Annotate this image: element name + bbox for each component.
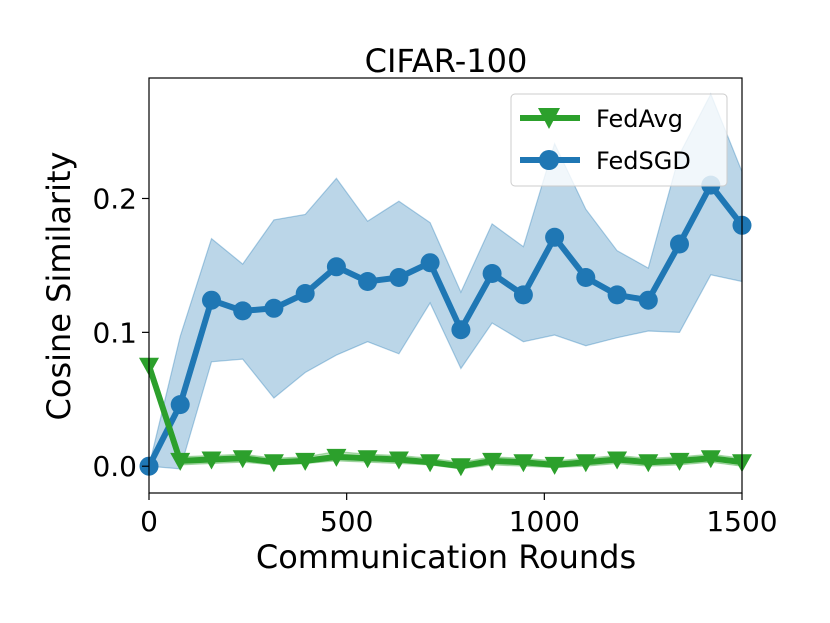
point-fedsgd: [326, 257, 346, 277]
point-fedavg: [263, 454, 284, 473]
point-fedavg: [201, 451, 222, 470]
y-tick-label: 0.1: [92, 316, 137, 349]
x-axis-label: Communication Rounds: [256, 538, 636, 576]
point-fedavg: [513, 454, 534, 473]
x-axis-ticks: 0 500 1000 1500: [140, 493, 778, 538]
point-fedsgd: [513, 285, 533, 305]
point-fedavg: [638, 454, 659, 473]
plot-area-frame: [148, 77, 743, 494]
point-fedavg: [544, 456, 565, 475]
point-fedsgd: [576, 268, 596, 287]
point-fedavg: [575, 454, 596, 473]
point-fedsgd: [482, 264, 502, 283]
point-fedsgd: [389, 268, 409, 287]
legend: FedAvg FedSGD: [510, 93, 728, 187]
point-fedsgd: [670, 234, 689, 254]
legend-label-fedsgd: FedSGD: [596, 147, 691, 175]
y-axis-label: Cosine Similarity: [40, 152, 78, 421]
point-fedsgd: [358, 272, 378, 291]
point-fedsgd: [638, 290, 658, 310]
point-fedsgd: [451, 320, 471, 340]
point-fedsgd: [202, 290, 221, 310]
point-fedsgd: [170, 395, 190, 415]
point-fedavg: [669, 452, 690, 471]
chart-title: CIFAR-100: [365, 42, 528, 80]
legend-marker-fedsgd: [539, 150, 559, 170]
point-fedavg: [232, 450, 253, 469]
point-fedavg: [450, 458, 471, 477]
point-fedsgd: [233, 301, 253, 321]
point-fedavg: [482, 452, 503, 471]
legend-marker-fedavg: [538, 108, 560, 129]
point-fedsgd: [420, 253, 440, 273]
point-fedavg: [295, 452, 316, 471]
point-fedsgd: [295, 284, 315, 303]
x-tick-label: 0: [140, 505, 158, 538]
point-fedavg: [700, 450, 721, 469]
y-tick-label: 0.2: [92, 182, 137, 215]
point-fedavg: [420, 454, 441, 473]
point-fedavg: [388, 451, 409, 470]
x-tick-label: 500: [320, 505, 373, 538]
point-fedavg: [357, 450, 378, 469]
point-fedavg: [170, 452, 191, 471]
point-fedsgd: [545, 227, 565, 247]
point-fedsgd: [607, 285, 627, 305]
point-fedavg: [326, 448, 347, 467]
point-fedsgd: [264, 298, 284, 318]
y-tick-label: 0.0: [92, 450, 137, 483]
legend-label-fedavg: FedAvg: [596, 105, 683, 133]
x-tick-label: 1000: [509, 505, 580, 538]
point-fedavg: [607, 451, 628, 470]
y-axis-ticks: 0.0 0.1 0.2: [92, 182, 149, 483]
x-tick-label: 1500: [706, 505, 777, 538]
